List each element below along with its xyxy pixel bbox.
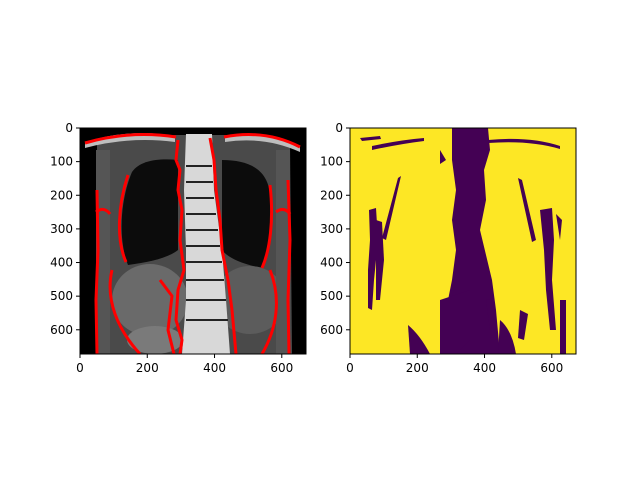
right-x-tick-label: 400 <box>473 361 496 375</box>
right-x-tick-label: 600 <box>540 361 563 375</box>
right-axes-frame <box>349 127 577 355</box>
right-x-tick-label: 200 <box>406 361 429 375</box>
right-axes: 0 200 400 600 0 100 200 300 400 500 600 <box>320 121 577 375</box>
right-y-tick-label: 200 <box>320 188 343 202</box>
right-y-tick-label: 0 <box>335 121 343 135</box>
left-axes: 0 200 400 600 0 100 200 300 400 500 600 <box>50 121 307 375</box>
left-axes-frame <box>79 127 307 355</box>
left-y-tick-label: 0 <box>65 121 73 135</box>
left-ticks: 0 200 400 600 0 100 200 300 400 500 600 <box>50 121 293 375</box>
right-ticks: 0 200 400 600 0 100 200 300 400 500 600 <box>320 121 563 375</box>
mri-image <box>80 128 306 354</box>
left-y-tick-label: 400 <box>50 256 73 270</box>
right-y-tick-label: 500 <box>320 289 343 303</box>
left-y-tick-label: 600 <box>50 323 73 337</box>
mask-image <box>350 128 576 354</box>
left-x-tick-label: 200 <box>136 361 159 375</box>
left-x-tick-label: 400 <box>203 361 226 375</box>
left-y-tick-label: 100 <box>50 155 73 169</box>
left-y-tick-label: 300 <box>50 222 73 236</box>
right-y-tick-label: 400 <box>320 256 343 270</box>
segmentation-contour <box>84 133 301 354</box>
right-y-tick-label: 600 <box>320 323 343 337</box>
right-y-tick-label: 300 <box>320 222 343 236</box>
right-x-tick-label: 0 <box>346 361 354 375</box>
left-x-tick-label: 600 <box>270 361 293 375</box>
right-y-tick-label: 100 <box>320 155 343 169</box>
left-y-tick-label: 200 <box>50 188 73 202</box>
left-x-tick-label: 0 <box>76 361 84 375</box>
left-y-tick-label: 500 <box>50 289 73 303</box>
